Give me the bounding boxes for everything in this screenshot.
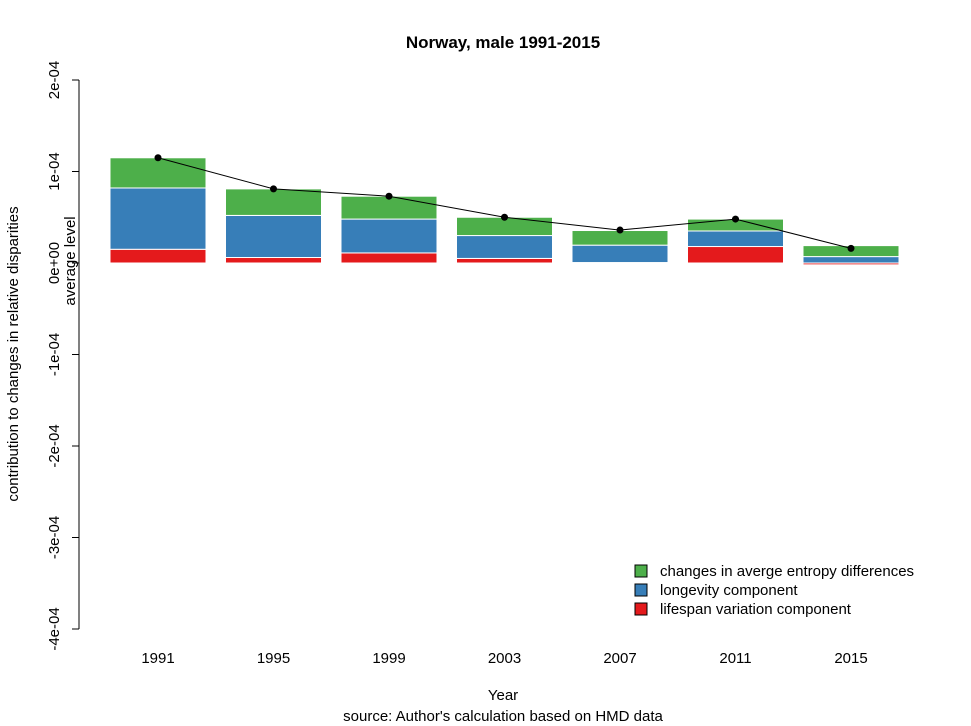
bars bbox=[109, 157, 900, 266]
bar-2003-series-1 bbox=[456, 235, 553, 259]
y-axis-secondary-label: average level bbox=[62, 216, 79, 305]
bar-1991-series-1 bbox=[109, 187, 207, 250]
legend-swatch-1 bbox=[634, 583, 648, 597]
x-tick-label-2007: 2007 bbox=[603, 650, 636, 667]
average-level-point-2015 bbox=[847, 244, 855, 252]
x-tick-labels: 1991 1995 1999 2003 2007 2011 2015 bbox=[141, 650, 867, 667]
x-tick-label-2015: 2015 bbox=[834, 650, 867, 667]
bar-1991-series-2 bbox=[109, 157, 207, 189]
bar-1999-series-1 bbox=[340, 218, 438, 254]
y-tick-label: 0e+00 bbox=[46, 242, 63, 284]
legend: changes in averge entropy differences lon… bbox=[634, 563, 914, 618]
bar-1991-series-0 bbox=[109, 248, 207, 264]
x-tick-label-1995: 1995 bbox=[257, 650, 290, 667]
x-tick-label-1999: 1999 bbox=[372, 650, 405, 667]
legend-swatch-0 bbox=[634, 564, 648, 578]
y-tick-label: -4e-04 bbox=[46, 607, 63, 650]
bar-2015-series-1 bbox=[802, 256, 900, 264]
bar-1995-series-2 bbox=[225, 188, 322, 216]
y-tick-label: -1e-04 bbox=[46, 333, 63, 376]
bar-1995-series-1 bbox=[225, 214, 322, 259]
y-tick-label: 2e-04 bbox=[46, 61, 63, 99]
y-tick-label: -3e-04 bbox=[46, 516, 63, 559]
y-tick-label: -2e-04 bbox=[46, 424, 63, 467]
y-axis: 2e-04 1e-04 0e+00 -1e-04 -2e-04 -3e-04 -4e-04 bbox=[46, 61, 80, 651]
legend-swatch-2 bbox=[634, 602, 648, 616]
x-tick-label-2003: 2003 bbox=[488, 650, 521, 667]
bar-2011-series-1 bbox=[687, 230, 784, 248]
y-tick-label: 1e-04 bbox=[46, 152, 63, 190]
y-axis-label: contribution to changes in relative disp… bbox=[5, 206, 22, 501]
average-level-point-1995 bbox=[270, 185, 277, 193]
caption: source: Author's calculation based on HM… bbox=[343, 708, 663, 725]
x-tick-label-2011: 2011 bbox=[719, 650, 751, 667]
average-level-line bbox=[154, 154, 855, 252]
legend-label-1: longevity component bbox=[660, 582, 798, 599]
legend-label-0: changes in averge entropy differences bbox=[660, 563, 914, 580]
average-level-point-2011 bbox=[732, 215, 739, 223]
average-level-point-2007 bbox=[616, 226, 624, 234]
x-tick-label-1991: 1991 bbox=[141, 650, 174, 667]
bar-2011-series-0 bbox=[687, 246, 784, 264]
chart-title: Norway, male 1991-2015 bbox=[406, 33, 600, 52]
bar-1995-series-0 bbox=[225, 257, 322, 264]
bar-2007-series-1 bbox=[571, 244, 669, 264]
average-level-point-2003 bbox=[501, 213, 508, 221]
bar-2003-series-0 bbox=[456, 257, 553, 264]
x-axis-label: Year bbox=[488, 687, 518, 704]
average-level-point-1999 bbox=[385, 192, 393, 200]
legend-label-2: lifespan variation component bbox=[660, 601, 852, 618]
average-level-point-1991 bbox=[154, 154, 162, 162]
bar-1999-series-0 bbox=[340, 252, 438, 264]
